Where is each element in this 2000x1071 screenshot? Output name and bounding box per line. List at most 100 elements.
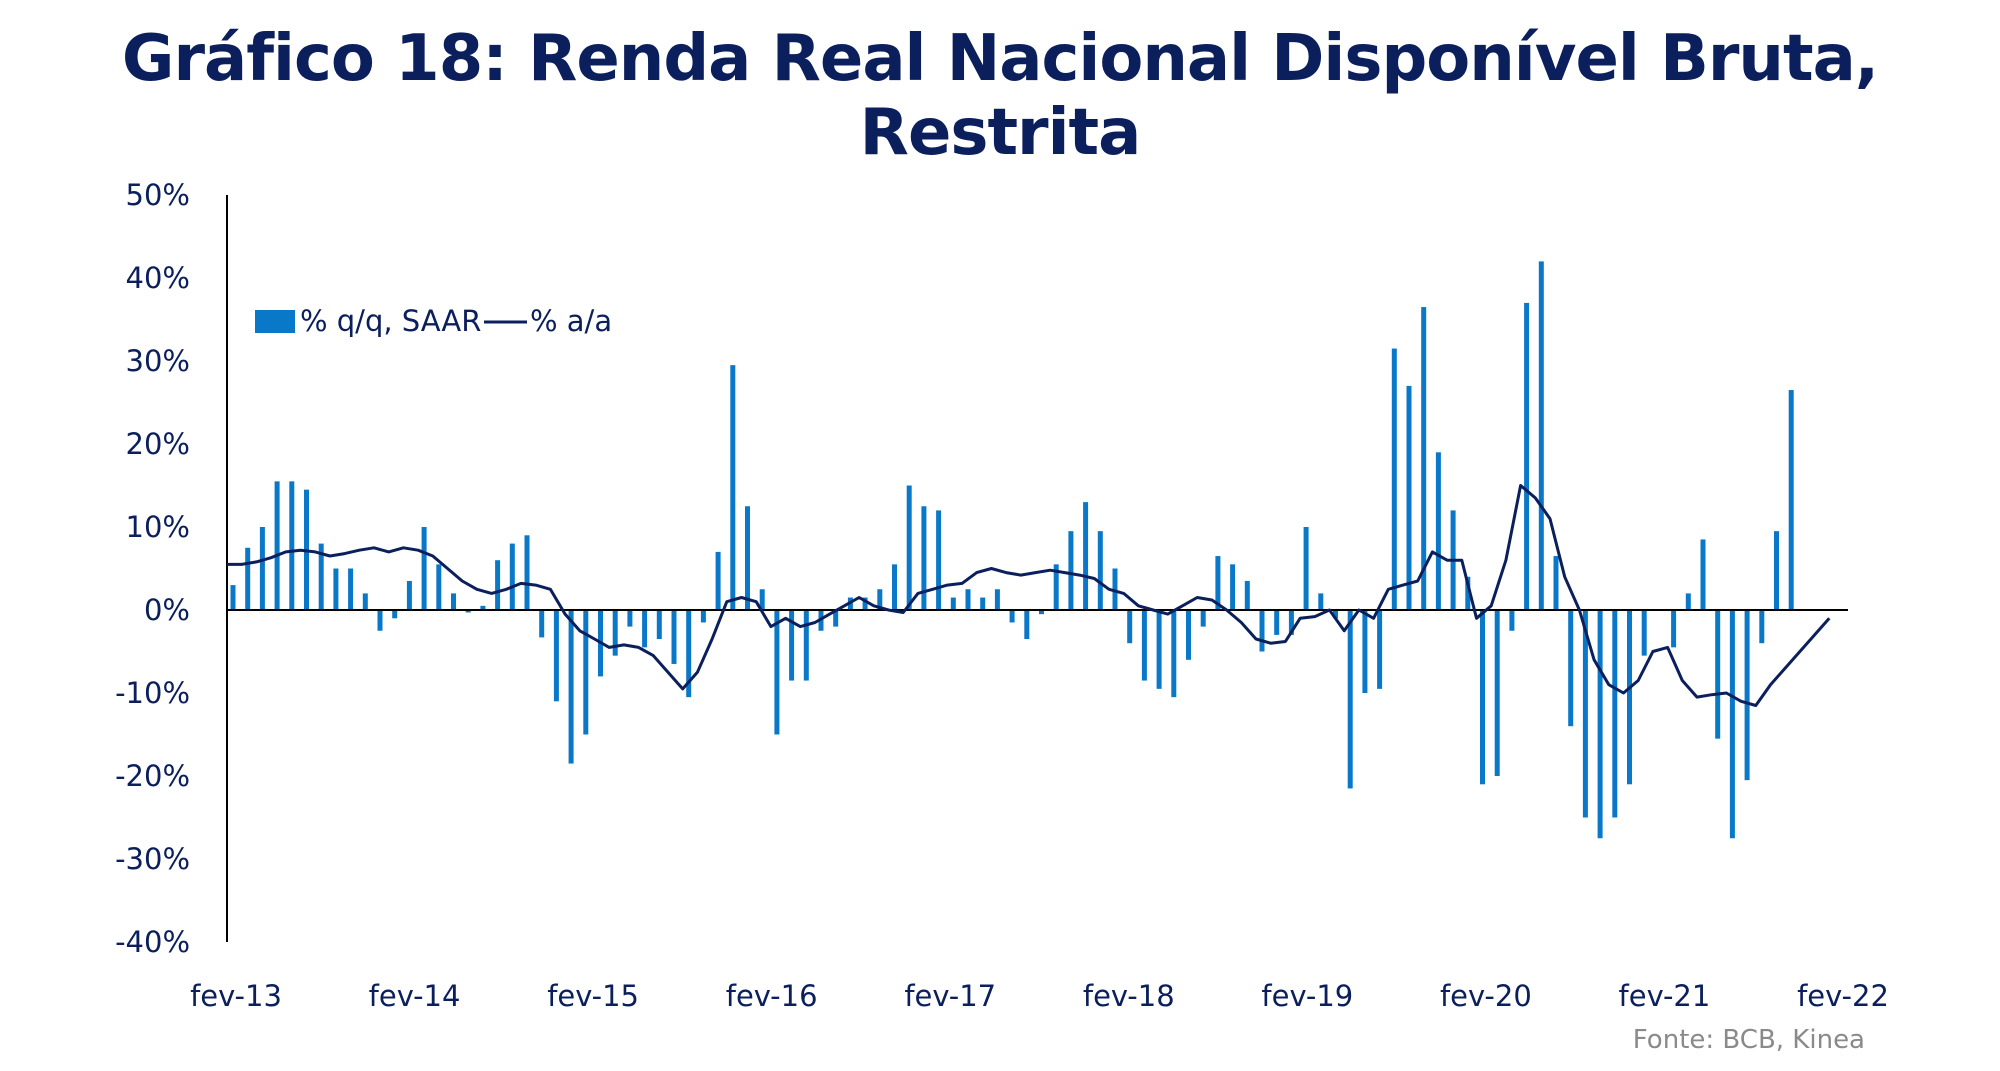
bar xyxy=(1568,610,1574,727)
y-tick-label: 50% xyxy=(126,178,190,212)
bar xyxy=(1230,564,1236,610)
bar xyxy=(495,560,501,610)
y-tick-label: -40% xyxy=(115,925,190,959)
bar xyxy=(1671,610,1677,648)
bar xyxy=(568,610,574,764)
bar xyxy=(1112,568,1118,610)
bar xyxy=(406,580,412,610)
bar xyxy=(421,527,427,610)
bar xyxy=(289,481,295,610)
bar xyxy=(1200,610,1206,627)
bar xyxy=(539,610,545,638)
bar xyxy=(1744,610,1750,781)
bar xyxy=(245,547,251,610)
bar xyxy=(509,543,515,610)
bar xyxy=(480,605,486,610)
bar xyxy=(656,610,662,640)
y-tick-label: 10% xyxy=(126,510,190,544)
x-tick-label: fev-17 xyxy=(904,979,996,1013)
x-tick-label: fev-13 xyxy=(190,979,282,1013)
x-tick-label: fev-16 xyxy=(726,979,818,1013)
bar xyxy=(1421,307,1427,610)
bar xyxy=(1288,610,1294,635)
y-tick-label: 30% xyxy=(126,344,190,378)
legend-bar-label: % q/q, SAAR xyxy=(300,304,481,338)
bar xyxy=(1156,610,1162,689)
bar xyxy=(583,610,589,735)
bar xyxy=(333,568,339,610)
bar xyxy=(1303,527,1309,610)
bar xyxy=(1068,531,1074,610)
x-tick-label: fev-20 xyxy=(1440,979,1532,1013)
bar xyxy=(230,585,236,610)
bar xyxy=(1318,593,1324,610)
bar xyxy=(1715,610,1721,739)
bar xyxy=(318,543,324,610)
bar xyxy=(1244,580,1250,610)
bar xyxy=(612,610,618,656)
bar xyxy=(553,610,559,702)
x-tick-label: fev-19 xyxy=(1261,979,1353,1013)
bar xyxy=(1141,610,1147,681)
y-axis-ticks: -40% -30% -20% -10% 0% 10% 20% 30% 40% 50% xyxy=(115,178,190,959)
bar xyxy=(686,610,692,698)
bar xyxy=(1627,610,1632,785)
source-note: Fonte: BCB, Kinea xyxy=(1633,1025,1865,1055)
y-tick-label: 0% xyxy=(144,593,190,627)
bar xyxy=(1494,610,1500,776)
x-tick-label: fev-18 xyxy=(1083,979,1175,1013)
bar xyxy=(950,597,956,610)
bar xyxy=(465,610,471,613)
bar xyxy=(936,510,942,610)
bar xyxy=(362,593,368,610)
bar xyxy=(1215,556,1221,610)
bar xyxy=(1171,610,1177,698)
bar xyxy=(1259,610,1265,652)
bar xyxy=(1024,610,1030,640)
bar xyxy=(1524,302,1530,610)
bar xyxy=(877,589,883,610)
bar xyxy=(1009,610,1015,623)
bar xyxy=(1039,610,1044,615)
bar xyxy=(1553,556,1559,610)
bar xyxy=(730,365,736,610)
line-series xyxy=(227,484,1831,707)
bar xyxy=(1391,348,1397,610)
x-axis-ticks: fev-13 fev-14 fev-15 fev-16 fev-17 fev-18 fev-… xyxy=(190,979,1889,1013)
bar xyxy=(259,527,265,610)
bar xyxy=(1597,610,1603,839)
legend-line-label: % a/a xyxy=(530,304,612,338)
bar xyxy=(774,610,780,735)
bar xyxy=(745,506,750,610)
y-tick-label: 40% xyxy=(126,261,190,295)
bar xyxy=(436,564,442,610)
bar xyxy=(1333,610,1338,619)
bar xyxy=(994,589,1000,610)
y-tick-label: -20% xyxy=(115,759,190,793)
bar xyxy=(1480,610,1485,785)
bar xyxy=(1053,564,1059,610)
y-tick-label: -30% xyxy=(115,842,190,876)
bar xyxy=(1700,539,1706,610)
bar xyxy=(862,597,868,610)
bar xyxy=(980,597,986,610)
bar xyxy=(965,589,971,610)
bar xyxy=(1685,593,1691,610)
bar xyxy=(377,610,383,631)
bar xyxy=(1097,531,1103,610)
bar xyxy=(451,593,456,610)
bar xyxy=(1435,452,1441,610)
bar xyxy=(1774,531,1779,610)
bar xyxy=(789,610,795,681)
bar xyxy=(803,610,809,681)
bar xyxy=(1759,610,1765,644)
bar xyxy=(348,568,354,610)
bar xyxy=(671,610,677,664)
bar-series xyxy=(230,261,1794,839)
bar xyxy=(1406,385,1412,610)
bar xyxy=(1641,610,1647,656)
bar xyxy=(392,610,398,619)
bar xyxy=(1465,576,1471,610)
bar xyxy=(921,506,927,610)
bar xyxy=(1083,502,1089,610)
